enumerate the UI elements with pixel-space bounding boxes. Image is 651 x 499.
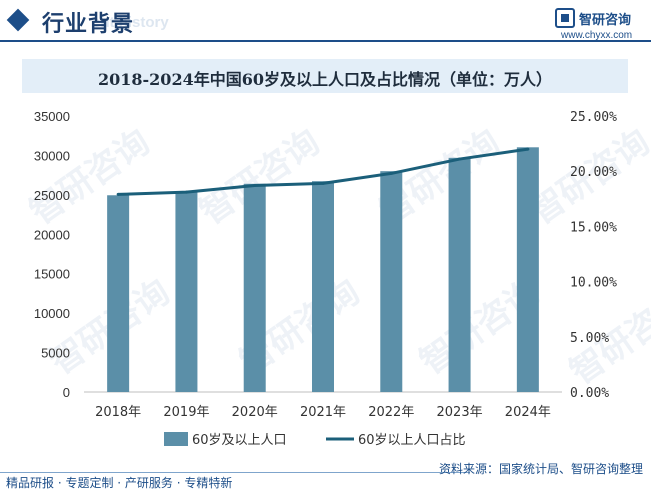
left-axis-tick-label: 20000	[34, 227, 70, 242]
footer-divider	[0, 472, 470, 473]
right-axis-tick-label: 15.00%	[570, 220, 617, 235]
brand-logo[interactable]: 智研咨询 www.chyxx.com	[555, 8, 645, 42]
line-point	[253, 184, 257, 188]
right-axis-tick-label: 25.00%	[570, 110, 617, 125]
x-axis-tick-label: 2023年	[437, 405, 483, 420]
section-title: 行业背景	[42, 12, 135, 37]
right-axis-tick-label: 5.00%	[570, 331, 609, 346]
left-axis-tick-label: 15000	[34, 267, 70, 282]
bar	[175, 191, 198, 392]
logo-mark-icon	[555, 8, 575, 28]
right-axis-tick-label: 0.00%	[570, 386, 609, 401]
line-point	[458, 157, 462, 161]
chart-title-band: 2018-2024年中国60岁及以上人口及占比情况（单位：万人）	[22, 59, 628, 93]
logo-name: 智研咨询	[579, 13, 632, 28]
right-axis-tick-label: 10.00%	[570, 276, 617, 291]
data-source: 资料来源：国家统计局、智研咨询整理	[438, 462, 643, 476]
left-axis-tick-label: 0	[63, 385, 70, 400]
bar	[312, 181, 334, 392]
legend-label: 60岁以上人口占比	[358, 433, 466, 448]
chart-canvas: 0 5000 10000 15000 20000 25000 30000 35000 0.00%…	[34, 109, 617, 448]
line-point	[184, 190, 188, 194]
line-point	[389, 171, 393, 175]
left-axis-tick-label: 10000	[34, 306, 70, 321]
x-axis-tick-label: 2018年	[95, 405, 141, 420]
bar	[243, 183, 266, 392]
legend-label: 60岁及以上人口	[192, 433, 287, 448]
chart-title: 2018-2024年中国60岁及以上人口及占比情况（单位：万人）	[98, 70, 552, 89]
section-subtitle-ghost: ent history	[92, 14, 169, 31]
left-axis-tick-label: 25000	[34, 188, 70, 203]
footer-services: 精品研报 · 专题定制 · 产研服务 · 专精特新	[6, 476, 233, 490]
bar	[107, 195, 130, 392]
x-axis-tick-label: 2021年	[300, 405, 346, 420]
left-axis-tick-label: 30000	[34, 148, 70, 163]
line-point	[116, 192, 120, 196]
x-axis-tick-label: 2022年	[368, 405, 414, 420]
bar	[516, 147, 539, 392]
x-axis-tick-label: 2019年	[163, 405, 209, 420]
page-header: ent history 行业背景 智研咨询 www.chyxx.com	[0, 0, 651, 46]
line-point	[526, 147, 530, 151]
bar	[380, 171, 403, 392]
logo-url[interactable]: www.chyxx.com	[561, 30, 633, 41]
x-axis-tick-label: 2024年	[505, 405, 551, 420]
header-divider	[0, 40, 651, 42]
bar	[448, 157, 471, 392]
line-point	[321, 181, 325, 185]
x-axis-tick-label: 2020年	[232, 405, 278, 420]
left-axis-tick-label: 35000	[34, 109, 70, 124]
right-axis-tick-label: 20.00%	[570, 165, 617, 180]
legend-swatch-bar	[164, 432, 188, 446]
left-axis-tick-label: 5000	[41, 346, 70, 361]
